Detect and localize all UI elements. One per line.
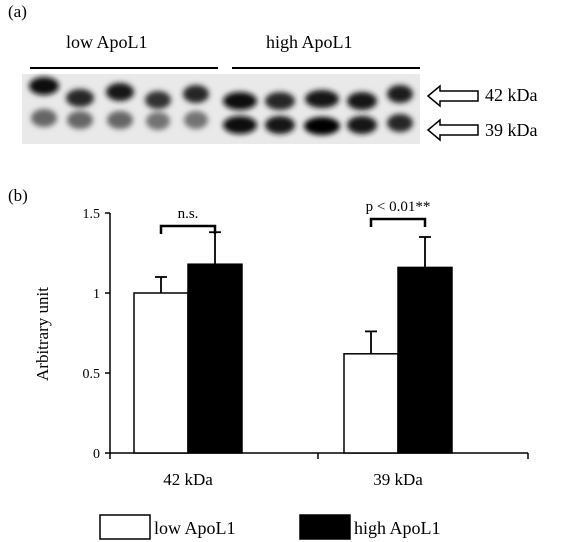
blot-band-42kda	[347, 92, 377, 110]
arrow-42kda-icon	[426, 84, 479, 108]
legend-swatch	[299, 514, 351, 540]
western-blot	[22, 67, 479, 144]
blot-band-42kda	[387, 85, 413, 103]
significance-label: p < 0.01**	[366, 199, 431, 215]
y-tick-label: 0.5	[83, 367, 101, 382]
blot-band-42kda	[265, 92, 295, 110]
bar	[133, 292, 189, 454]
arrow-39kda-icon	[426, 118, 479, 142]
blot-band-39kda	[67, 111, 93, 129]
low-group-label: low ApoL1	[66, 32, 148, 52]
bar	[187, 263, 243, 454]
blot-band-39kda	[107, 111, 133, 129]
blot-band-42kda	[305, 90, 339, 108]
blot-band-39kda	[387, 114, 413, 132]
blot-band-42kda	[29, 77, 59, 95]
legend-swatch	[99, 514, 151, 540]
bar	[397, 266, 453, 454]
y-tick-label: 1	[93, 287, 100, 302]
significance-bracket	[159, 224, 217, 234]
significance-label: n.s.	[178, 206, 199, 222]
blot-band-39kda	[223, 116, 257, 134]
x-tick-label: 42 kDa	[163, 470, 213, 489]
blot-band-39kda	[31, 109, 57, 127]
high-group-label: high ApoL1	[266, 32, 353, 52]
blot-band-42kda	[66, 89, 94, 107]
bar	[343, 353, 399, 454]
blot-band-42kda	[145, 91, 171, 109]
legend-label: low ApoL1	[154, 518, 236, 538]
blot-band-39kda	[304, 117, 340, 135]
y-tick-label: 0	[93, 447, 100, 462]
blot-band-39kda	[265, 116, 295, 134]
blot-band-39kda	[347, 116, 377, 134]
x-tick-label: 39 kDa	[373, 470, 423, 489]
legend-label: high ApoL1	[354, 518, 441, 538]
band-label-42kda: 42 kDa	[485, 85, 538, 105]
band-label-39kda: 39 kDa	[485, 120, 538, 140]
blot-band-39kda	[146, 112, 170, 130]
blot-band-39kda	[184, 111, 208, 129]
y-tick-label: 1.5	[83, 207, 101, 222]
blot-band-42kda	[223, 92, 257, 110]
panel-b-label: (b)	[8, 186, 28, 205]
blot-band-42kda	[183, 85, 209, 103]
panel-a-label: (a)	[8, 2, 27, 21]
bar-chart: Arbitrary unit 0 0.5 1 1.5 42 kDa 39 kDa n.s.…	[33, 199, 529, 540]
significance-bracket	[369, 217, 427, 227]
y-axis-label: Arbitrary unit	[33, 287, 52, 381]
blot-band-42kda	[106, 83, 134, 101]
